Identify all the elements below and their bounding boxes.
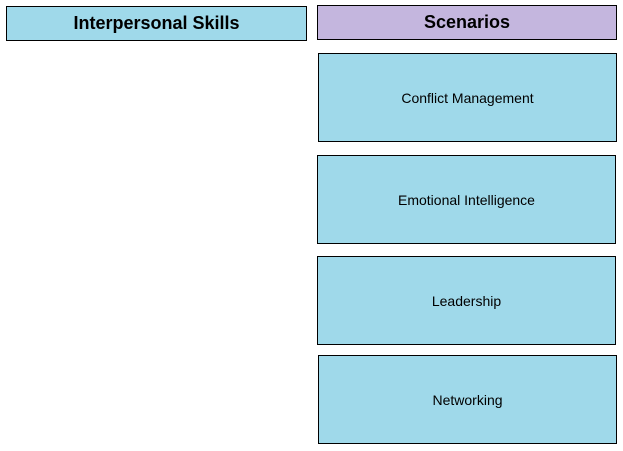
drop-target-2[interactable] [6, 155, 307, 244]
card-label: Networking [432, 391, 503, 408]
card-label: Emotional Intelligence [398, 191, 535, 208]
drop-target-1[interactable] [6, 53, 307, 142]
card-label: Leadership [431, 292, 502, 309]
draggable-card-emotional-intelligence[interactable]: Emotional Intelligence [317, 155, 616, 244]
interpersonal-skills-header: Interpersonal Skills [6, 6, 307, 41]
scenarios-header: Scenarios [317, 5, 617, 40]
drop-target-3[interactable] [6, 256, 307, 345]
draggable-card-conflict-management[interactable]: Conflict Management [318, 53, 617, 142]
card-label: Conflict Management [401, 89, 534, 106]
drop-target-4[interactable] [6, 355, 307, 444]
draggable-card-leadership[interactable]: Leadership [317, 256, 616, 345]
draggable-card-networking[interactable]: Networking [318, 355, 617, 444]
